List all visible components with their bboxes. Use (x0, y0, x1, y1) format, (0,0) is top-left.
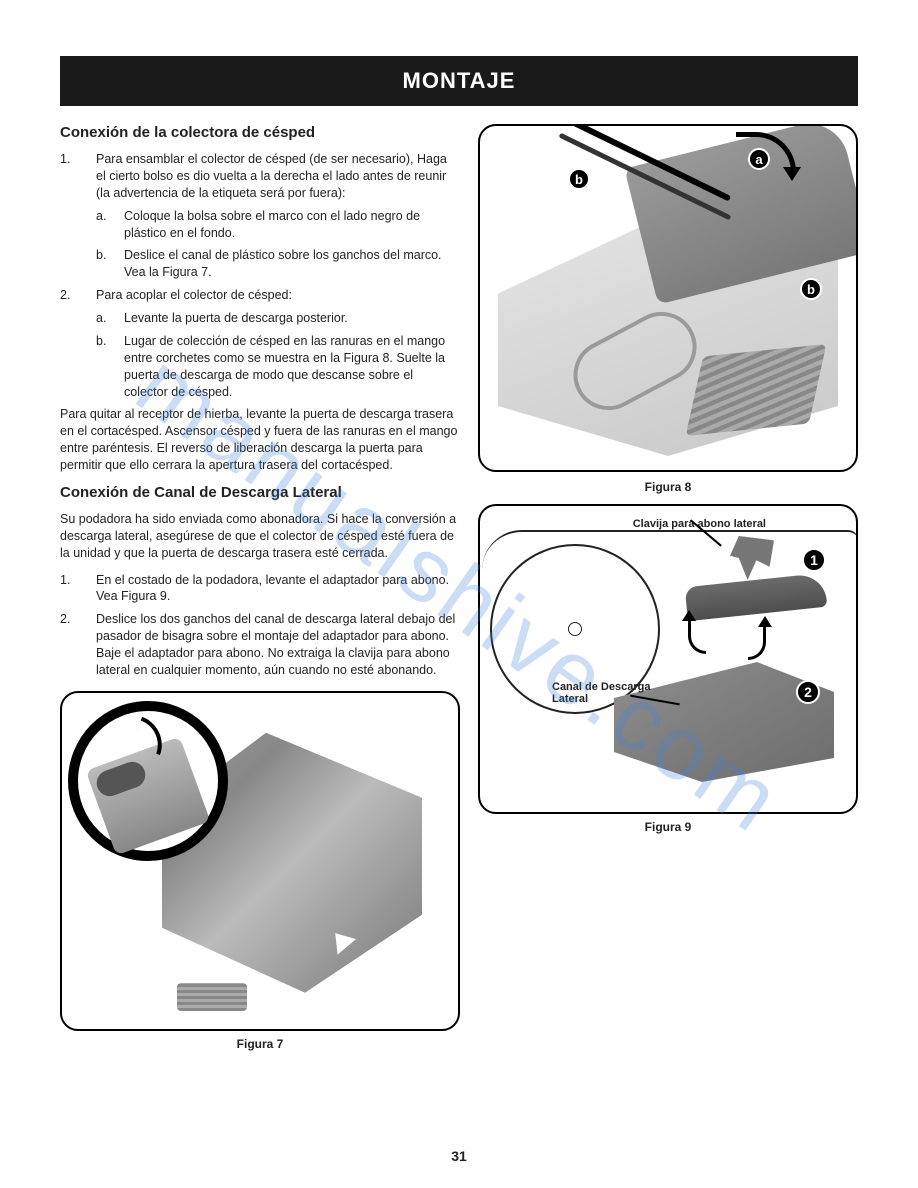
list-text: Levante la puerta de descarga posterior. (124, 310, 460, 327)
figure-7-illustration (60, 691, 460, 1031)
bag-foot-shape (177, 983, 247, 1011)
figure-9-caption: Figura 9 (478, 820, 858, 834)
figure-label: Canal de Descarga Lateral (552, 681, 652, 706)
deck-ridges-shape (686, 344, 827, 436)
page-section-header: MONTAJE (60, 56, 858, 106)
section-heading-1: Conexión de la colectora de césped (60, 124, 460, 141)
list-marker: 1. (60, 151, 96, 202)
left-column: Conexión de la colectora de césped 1. Pa… (60, 124, 460, 1051)
paragraph: Su podadora ha sido enviada como abonado… (60, 511, 460, 562)
paragraph: Para quitar al receptor de hierba, levan… (60, 406, 460, 474)
right-column: a b b Figura 8 1 2 Clavija para abono la… (478, 124, 858, 1051)
sub-list-item: a. Levante la puerta de descarga posteri… (96, 310, 460, 327)
list-item: 2. Para acoplar el colector de césped: (60, 287, 460, 304)
section-heading-2: Conexión de Canal de Descarga Lateral (60, 484, 460, 501)
list-text: Para ensamblar el colector de césped (de… (96, 151, 460, 202)
sub-list-item: a. Coloque la bolsa sobre el marco con e… (96, 208, 460, 242)
list-text: Deslice los dos ganchos del canal de des… (96, 611, 460, 679)
list-item: 2. Deslice los dos ganchos del canal de … (60, 611, 460, 679)
list-text: Deslice el canal de plástico sobre los g… (124, 247, 460, 281)
callout-badge-1: 1 (802, 548, 826, 572)
sub-list-item: b. Lugar de colección de césped en las r… (96, 333, 460, 401)
list-marker: b. (96, 333, 124, 401)
list-text: Coloque la bolsa sobre el marco con el l… (124, 208, 460, 242)
list-marker: 1. (60, 572, 96, 606)
list-text: En el costado de la podadora, levante el… (96, 572, 460, 606)
list-item: 1. Para ensamblar el colector de césped … (60, 151, 460, 202)
figure-7-caption: Figura 7 (60, 1037, 460, 1051)
figure-9-illustration: 1 2 Clavija para abono lateral Canal de … (478, 504, 858, 814)
two-column-layout: Conexión de la colectora de césped 1. Pa… (60, 124, 858, 1051)
detail-callout-circle (68, 701, 228, 861)
list-item: 1. En el costado de la podadora, levante… (60, 572, 460, 606)
page-number: 31 (0, 1148, 918, 1164)
callout-badge-2: 2 (796, 680, 820, 704)
list-marker: 2. (60, 611, 96, 679)
list-marker: a. (96, 208, 124, 242)
list-text: Lugar de colección de césped en las ranu… (124, 333, 460, 401)
callout-badge-b: b (568, 168, 590, 190)
list-marker: a. (96, 310, 124, 327)
callout-badge-b: b (800, 278, 822, 300)
detail-inner-shape (86, 736, 211, 855)
figure-8-caption: Figura 8 (478, 480, 858, 494)
list-marker: b. (96, 247, 124, 281)
figure-8-illustration: a b b (478, 124, 858, 472)
list-marker: 2. (60, 287, 96, 304)
list-text: Para acoplar el colector de césped: (96, 287, 460, 304)
callout-badge-a: a (748, 148, 770, 170)
sub-list-item: b. Deslice el canal de plástico sobre lo… (96, 247, 460, 281)
